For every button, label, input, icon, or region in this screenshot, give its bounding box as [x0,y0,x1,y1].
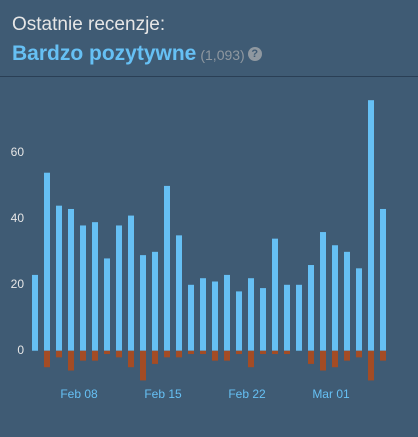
y-tick-label: 40 [11,211,25,225]
bar [320,232,326,351]
bar [140,350,146,381]
bar [284,350,290,355]
bar [188,284,194,351]
bar [248,278,254,351]
bar [332,245,338,351]
bar [344,350,350,361]
bar [344,251,350,351]
bar [368,350,374,381]
bar [56,350,62,358]
bar [308,350,314,364]
bar [164,350,170,358]
bar [212,281,218,351]
bar [272,238,278,351]
bar [296,284,302,351]
x-tick-label: Feb 08 [60,387,98,401]
review-count: (1,093) [200,47,245,63]
bar [92,350,98,361]
help-icon[interactable]: ? [247,47,262,61]
rating-text: Bardzo pozytywne [12,42,197,65]
bar [44,350,50,368]
rating: Bardzo pozytywne (1,093)? [12,42,262,66]
y-tick-label: 60 [11,145,25,159]
x-tick-label: Feb 15 [144,387,182,401]
bar [92,222,98,351]
bar [80,350,86,361]
bar [284,284,290,351]
bar [236,291,242,351]
bar [260,288,266,351]
bar [104,350,110,355]
bar [320,350,326,371]
bar [68,208,74,351]
y-tick-label: 20 [11,277,25,291]
bar [56,205,62,351]
bar [332,350,338,368]
bar [140,255,146,351]
bar [128,350,134,368]
bar [224,274,230,351]
bar [272,350,278,355]
bar [152,251,158,351]
bar [176,235,182,351]
bar [116,225,122,351]
bar [68,350,74,371]
y-tick-label: 0 [17,343,24,357]
bar [104,258,110,351]
bar [356,268,362,351]
bar [44,172,50,351]
bar [308,265,314,351]
bar [260,350,266,355]
bar [248,350,254,368]
bar [212,350,218,361]
chart-title: Ostatnie recenzje: [12,14,166,35]
bar [200,350,206,355]
bar [152,350,158,364]
x-tick-label: Mar 01 [312,387,350,401]
bar [380,208,386,351]
bar [32,274,38,351]
bar [236,350,242,355]
bar [224,350,230,361]
bar [176,350,182,358]
bar [164,185,170,351]
bar [356,350,362,358]
bar [128,215,134,351]
x-tick-label: Feb 22 [228,387,266,401]
separator [0,76,418,77]
bar [380,350,386,361]
bar [80,225,86,351]
bar [188,350,194,355]
bar [368,100,374,351]
bar [200,278,206,351]
bar [116,350,122,358]
